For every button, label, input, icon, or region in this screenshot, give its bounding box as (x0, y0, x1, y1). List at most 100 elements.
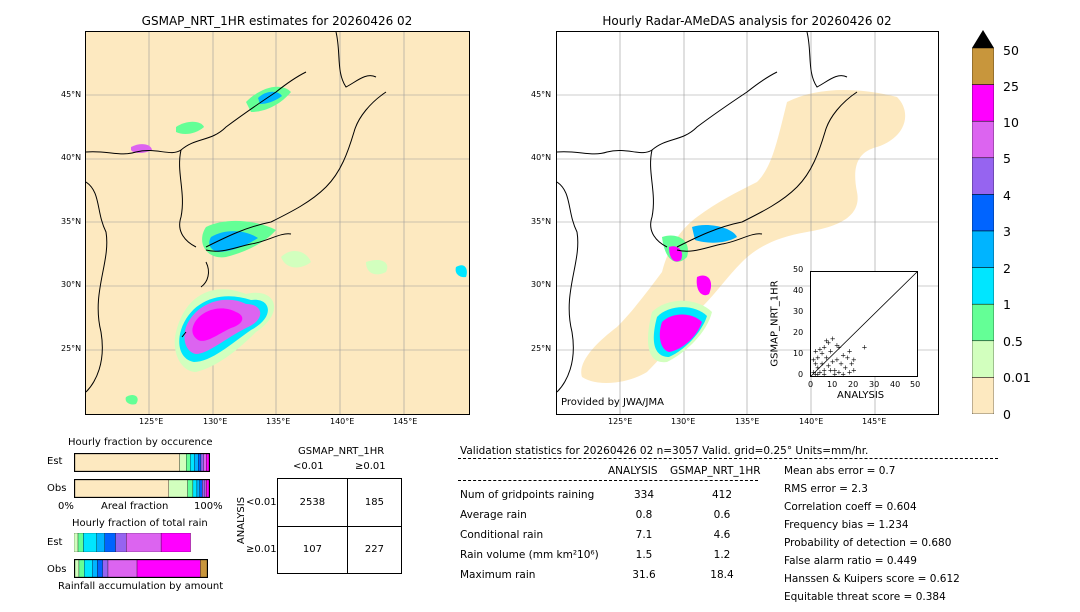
totalrain-title: Hourly fraction of total rain (72, 518, 208, 529)
colorbar-label-50: 50 (1003, 43, 1019, 58)
stack-segment (160, 532, 191, 553)
validation-analysis: 31.6 (632, 569, 656, 581)
contingency-row-1: <0.01 (246, 497, 277, 508)
stack-segment (186, 453, 191, 472)
stack-segment (179, 453, 187, 472)
stack-segment (204, 479, 207, 498)
score-hk: Hanssen & Kuipers score = 0.612 (784, 573, 960, 585)
right-lon-130: 130°E (671, 417, 696, 426)
stack-segment (78, 559, 85, 578)
colorbar-label-10: 10 (1003, 115, 1019, 130)
scatter-point: + (847, 368, 853, 376)
colorbar-svg (971, 30, 995, 415)
scatter-point: + (832, 366, 838, 374)
left-lat-40: 40°N (61, 153, 82, 162)
scatter-point: + (840, 370, 846, 376)
stack-segment (126, 532, 162, 553)
stack-segment (190, 453, 195, 472)
scatter-point: + (811, 368, 817, 376)
validation-row: Average rain 0.8 0.6 (460, 505, 761, 525)
colorbar-segment (971, 47, 995, 85)
scatter-point: + (830, 358, 836, 366)
scatter-xlabel: ANALYSIS (837, 390, 885, 401)
scatter-ytick-10: 10 (793, 349, 804, 358)
score-pod: Probability of detection = 0.680 (784, 537, 952, 549)
colorbar-extend-arrow (972, 30, 994, 48)
scatter-ytick-30: 30 (793, 307, 804, 316)
scatter-point: + (838, 360, 844, 368)
left-lon-125: 125°E (139, 417, 164, 426)
stack-segment (73, 532, 79, 553)
right-lat-30: 30°N (531, 280, 552, 289)
stack-segment (77, 532, 84, 553)
colorbar-segment (971, 340, 995, 378)
left-lat-35: 35°N (61, 217, 82, 226)
occurence-xtick-0: 0% (58, 501, 74, 512)
stack-segment (96, 532, 105, 553)
scatter-diagonal (810, 271, 918, 377)
right-lon-125: 125°E (608, 417, 633, 426)
colorbar-label-25: 25 (1003, 79, 1019, 94)
scatter-point: + (845, 354, 851, 362)
right-lat-35: 35°N (531, 217, 552, 226)
validation-analysis: 1.5 (635, 549, 653, 561)
validation-divider (458, 458, 998, 459)
validation-row: Rain volume (mm km²10⁶) 1.5 1.2 (460, 545, 761, 565)
scatter-point: + (815, 370, 821, 376)
scatter-xtick-30: 30 (869, 380, 880, 389)
contingency-col-1: <0.01 (293, 461, 324, 472)
scatter-xtick-0: 0 (808, 380, 814, 389)
contingency-cell-11: 227 (346, 525, 403, 574)
scatter-ytick-20: 20 (793, 328, 804, 337)
totalrain-xlabel: Rainfall accumulation by amount (58, 581, 224, 592)
stack-segment (115, 532, 127, 553)
occurence-row-obs: Obs (47, 483, 67, 494)
left-map-coastline (86, 32, 387, 393)
validation-gsmap: 412 (711, 489, 733, 501)
scatter-points: +++++++++++++++++++++++++++++++++++ +++++ (811, 335, 868, 378)
scatter-point: + (819, 350, 825, 358)
scatter-point: + (828, 348, 834, 356)
colorbar-segment (971, 377, 995, 415)
scatter-xtick-40: 40 (890, 380, 901, 389)
validation-gsmap: 1.2 (713, 549, 731, 561)
right-lat-40: 40°N (531, 153, 552, 162)
stack-segment (168, 479, 188, 498)
scatter-point: + (821, 343, 827, 351)
left-lat-45: 45°N (61, 90, 82, 99)
scatter-point: + (862, 343, 868, 351)
colorbar-label-0.5: 0.5 (1003, 334, 1023, 349)
scores-block: Mean abs error = 0.7 RMS error = 2.3 Cor… (784, 462, 960, 606)
validation-col-gsmap: GSMAP_NRT_1HR (670, 465, 761, 477)
occurence-bar-est (74, 453, 210, 472)
validation-table: Num of gridpoints raining 334 412 Averag… (460, 485, 761, 585)
colorbar-label-5: 5 (1003, 151, 1011, 166)
right-map-title: Hourly Radar-AMeDAS analysis for 2026042… (602, 14, 892, 28)
left-lat-25: 25°N (61, 344, 82, 353)
totalrain-bar-obs (74, 559, 208, 578)
scatter-point: + (851, 366, 857, 374)
stack-segment (107, 559, 138, 578)
scatter-point: + (815, 354, 821, 362)
occurence-xlabel: Areal fraction (101, 501, 169, 512)
stack-segment (203, 453, 207, 472)
scatter-svg: +++++++++++++++++++++++++++++++++++ +++++ (810, 271, 918, 378)
colorbar-label-0: 0 (1003, 407, 1011, 422)
stack-segment (200, 559, 208, 578)
score-rmse: RMS error = 2.3 (784, 483, 868, 495)
scatter-point: + (840, 352, 846, 360)
left-map-grid (86, 32, 469, 414)
validation-gsmap: 4.6 (713, 529, 731, 541)
scatter-xtick-20: 20 (848, 380, 859, 389)
scatter-point: + (813, 370, 819, 376)
scatter-point: + (849, 360, 855, 368)
contingency-cell-00: 2538 (277, 478, 348, 527)
stack-segment (102, 559, 109, 578)
left-map-rain (125, 86, 467, 405)
colorbar-label-2: 2 (1003, 261, 1011, 276)
stack-segment (84, 559, 93, 578)
scatter-point: + (836, 343, 842, 351)
validation-analysis: 7.1 (635, 529, 653, 541)
colorbar-segment (971, 303, 995, 342)
totalrain-bar-est (73, 532, 208, 553)
